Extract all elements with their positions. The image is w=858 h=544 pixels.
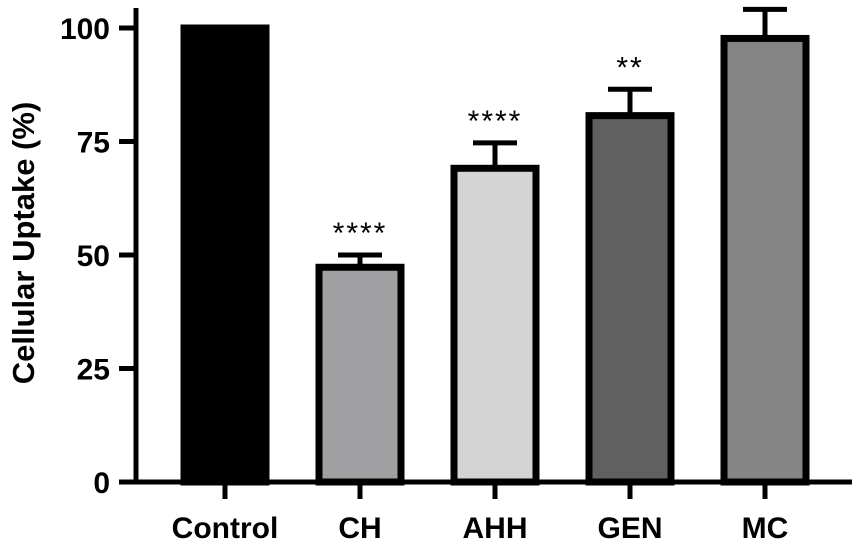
bar-ahh [450, 164, 540, 486]
x-tick-label: CH [338, 512, 381, 544]
significance-label: **** [333, 217, 388, 250]
y-tick-label: 50 [77, 240, 110, 273]
bars [180, 6, 810, 486]
y-tick-label: 100 [60, 13, 110, 46]
y-tick-label: 25 [77, 354, 110, 387]
x-tick-label: MC [742, 512, 789, 544]
bar-control [180, 24, 270, 486]
x-tick-label: AHH [463, 512, 528, 544]
y-axis-title: Cellular Uptake (%) [6, 102, 41, 385]
significance-label: **** [468, 105, 523, 138]
bar-gen [585, 112, 675, 486]
labels: 0 25 50 75 100 Control CH **** AHH **** GEN ** MC [60, 13, 788, 544]
bar-ch [315, 263, 405, 486]
x-tick-label: Control [172, 512, 279, 544]
x-tick-label: GEN [597, 512, 662, 544]
y-tick-label: 0 [93, 467, 110, 500]
y-tick-label: 75 [77, 127, 110, 160]
significance-label: ** [616, 51, 643, 84]
bar-mc [720, 34, 810, 486]
